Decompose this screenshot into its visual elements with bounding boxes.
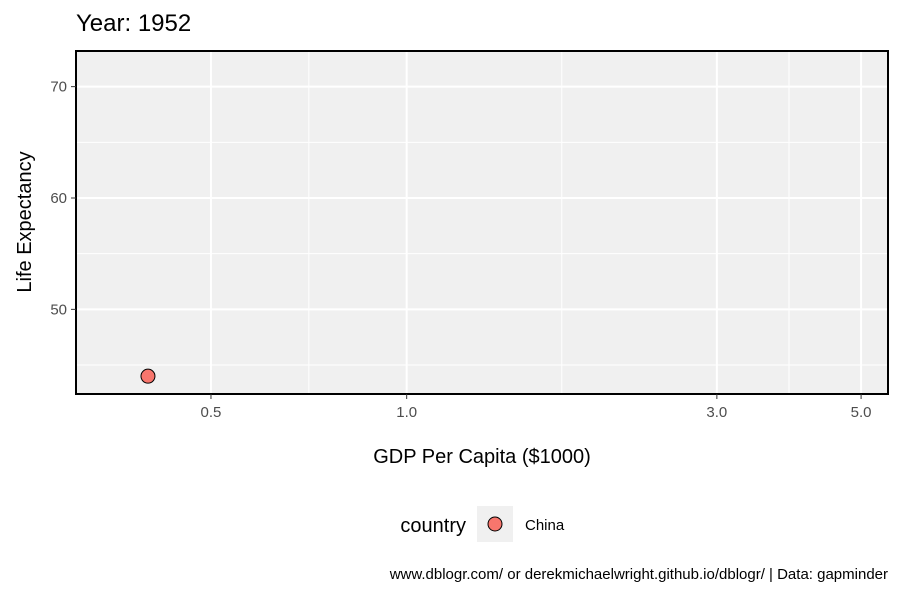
legend-label-china: China xyxy=(525,517,565,534)
legend-key-china xyxy=(487,516,503,532)
plot-panel xyxy=(76,51,888,394)
x-tick-label: 5.0 xyxy=(851,404,872,421)
x-axis-title: GDP Per Capita ($1000) xyxy=(373,446,591,468)
caption: www.dblogr.com/ or derekmichaelwright.gi… xyxy=(389,566,888,583)
data-point-china xyxy=(140,368,156,384)
y-axis-ticks: 50 60 70 xyxy=(50,79,76,318)
x-tick-label: 3.0 xyxy=(706,404,727,421)
y-axis-title: Life Expectancy xyxy=(14,151,36,292)
y-tick-label: 70 xyxy=(50,79,67,96)
plot-border xyxy=(75,50,889,395)
x-tick-label: 1.0 xyxy=(396,404,417,421)
y-tick-label: 50 xyxy=(50,301,67,318)
y-tick-label: 60 xyxy=(50,190,67,207)
gridlines xyxy=(76,51,888,394)
x-axis-ticks: 0.5 1.0 3.0 5.0 xyxy=(201,394,872,421)
chart-title: Year: 1952 xyxy=(76,10,191,37)
data-points xyxy=(140,368,156,384)
legend: country China xyxy=(400,506,565,542)
x-tick-label: 0.5 xyxy=(201,404,222,421)
legend-title: country xyxy=(400,515,466,537)
